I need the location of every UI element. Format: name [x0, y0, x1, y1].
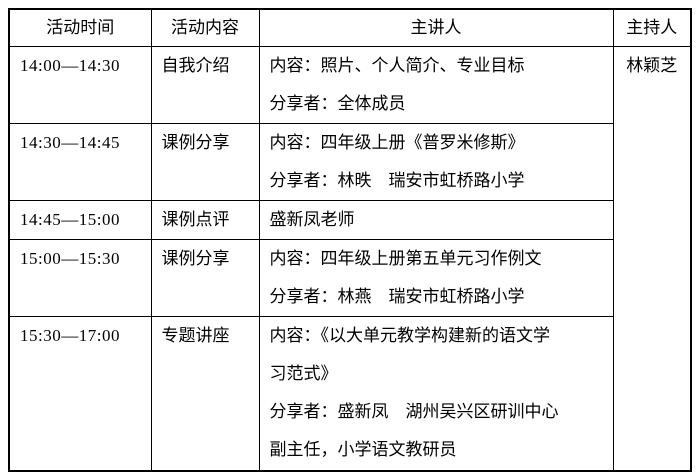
activity-cell: 专题讲座	[150, 316, 260, 471]
speaker-line: 分享者：盛新凤 湖州吴兴区研训中心	[269, 402, 559, 421]
header-row: 活动时间 活动内容 主讲人 主持人	[8, 8, 692, 47]
time-cell: 14:30—14:45	[8, 123, 152, 201]
activity-cell: 课例分享	[150, 239, 260, 317]
speaker-line: 习范式》	[269, 364, 338, 383]
header-activity-time: 活动时间	[8, 8, 152, 47]
speaker-cell: 内容：《以大单元教学构建新的语文学 习范式》 分享者：盛新凤 湖州吴兴区研训中心…	[258, 316, 614, 471]
activity-cell: 课例点评	[150, 200, 260, 240]
header-host: 主持人	[612, 8, 692, 47]
table-row: 15:00—15:30 课例分享 内容：四年级上册第五单元习作例文 分享者：林燕…	[8, 239, 691, 317]
speaker-line: 盛新凤老师	[269, 210, 355, 229]
speaker-cell: 内容：照片、个人简介、专业目标 分享者：全体成员	[258, 46, 614, 124]
table-row: 14:00—14:30 自我介绍 内容：照片、个人简介、专业目标 分享者：全体成…	[8, 46, 692, 471]
speaker-line: 内容：《以大单元教学构建新的语文学	[269, 326, 551, 345]
table-row: 15:30—17:00 专题讲座 内容：《以大单元教学构建新的语文学 习范式》 …	[8, 316, 691, 471]
table-row: 14:30—14:45 课例分享 内容：四年级上册《普罗米修斯》 分享者：林昳 …	[8, 123, 691, 201]
host-cell: 林颖芝	[612, 46, 692, 471]
header-speaker: 主讲人	[258, 8, 614, 47]
speaker-cell: 盛新凤老师	[258, 200, 614, 240]
speaker-line: 内容：照片、个人简介、专业目标	[269, 56, 525, 75]
speaker-line: 分享者：全体成员	[269, 94, 406, 113]
speaker-line: 分享者：林燕 瑞安市虹桥路小学	[269, 287, 525, 306]
time-cell: 14:45—15:00	[8, 200, 152, 240]
speaker-line: 内容：四年级上册《普罗米修斯》	[269, 133, 525, 152]
header-activity-content: 活动内容	[150, 8, 260, 47]
speaker-line: 副主任，小学语文教研员	[269, 440, 457, 459]
table-row: 14:45—15:00 课例点评 盛新凤老师	[8, 200, 691, 240]
time-cell: 14:00—14:30	[8, 46, 152, 124]
time-cell: 15:00—15:30	[8, 239, 152, 317]
speaker-line: 内容：四年级上册第五单元习作例文	[269, 249, 542, 268]
speaker-cell: 内容：四年级上册第五单元习作例文 分享者：林燕 瑞安市虹桥路小学	[258, 239, 614, 317]
activity-cell: 课例分享	[150, 123, 260, 201]
schedule-table: 活动时间 活动内容 主讲人 主持人 14:00—14:30 自我介绍 内容：照片…	[8, 8, 692, 472]
speaker-line: 分享者：林昳 瑞安市虹桥路小学	[269, 171, 525, 190]
time-cell: 15:30—17:00	[8, 316, 152, 471]
speaker-cell: 内容：四年级上册《普罗米修斯》 分享者：林昳 瑞安市虹桥路小学	[258, 123, 614, 201]
activity-cell: 自我介绍	[150, 46, 260, 124]
